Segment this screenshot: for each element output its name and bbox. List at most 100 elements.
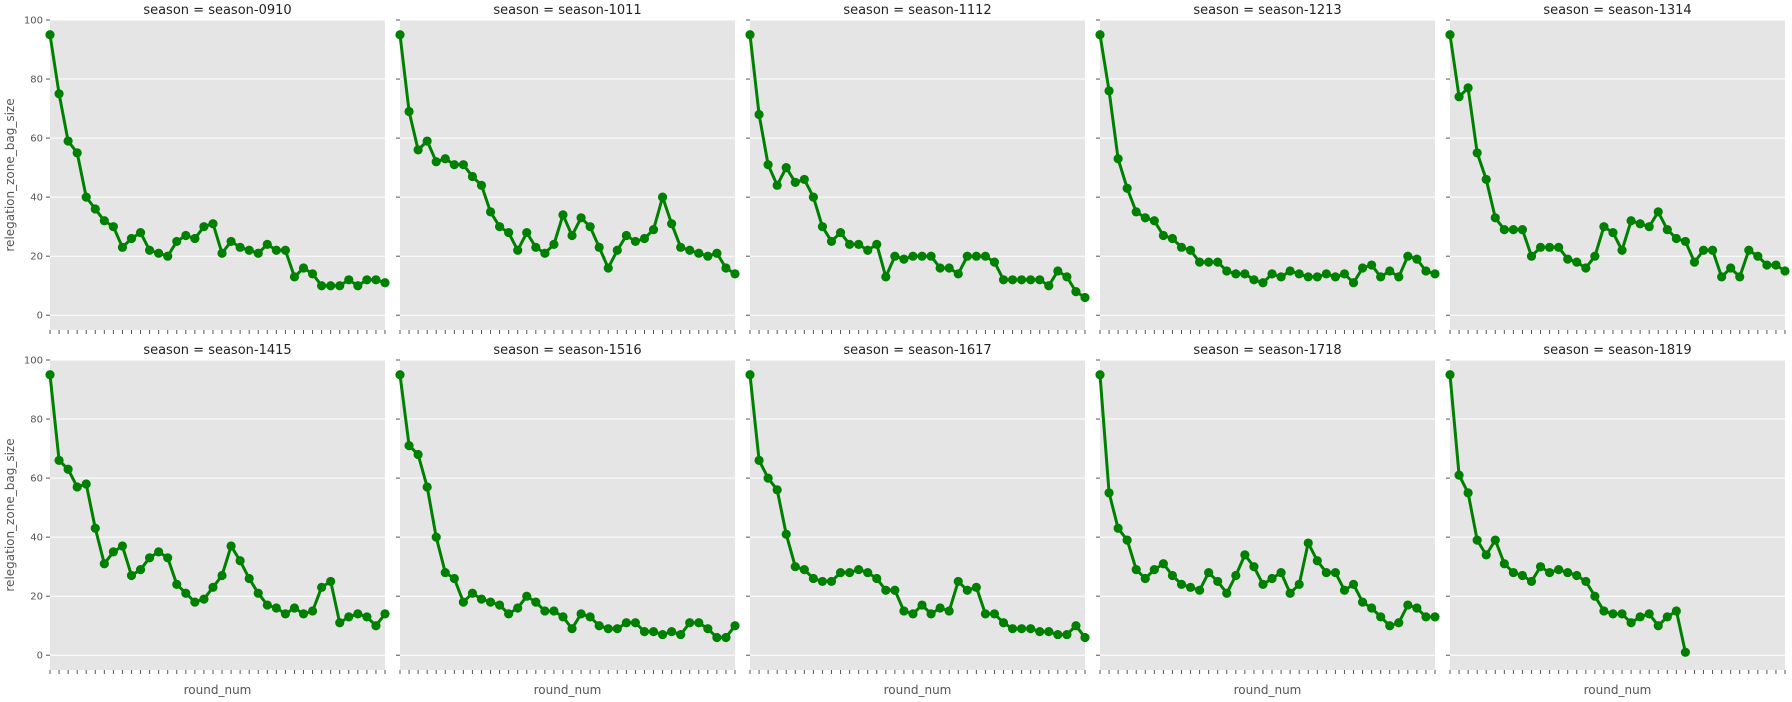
data-point (344, 612, 354, 622)
data-point (989, 257, 1000, 267)
data-point (1726, 263, 1736, 273)
facet-title-season: season-1213 (1258, 3, 1341, 18)
data-point (1080, 632, 1090, 643)
data-point (1635, 612, 1645, 622)
data-point (1357, 597, 1368, 607)
data-point (1348, 579, 1359, 589)
data-point (621, 230, 631, 241)
data-point (944, 263, 954, 273)
data-point (1680, 647, 1691, 657)
data-point (944, 606, 954, 616)
facet-title-prefix: season = (1193, 3, 1258, 18)
facet-title-prefix: season = (1543, 3, 1608, 18)
facet-title-prefix: season = (493, 3, 558, 18)
ytick-label: 40 (30, 533, 43, 544)
data-point (1671, 606, 1681, 616)
data-point (440, 154, 450, 164)
data-point (1499, 559, 1509, 569)
x-axis-label: round_num (534, 683, 602, 697)
data-point (271, 603, 281, 613)
data-point (790, 177, 800, 187)
data-point (1653, 207, 1663, 217)
data-point (630, 236, 641, 247)
data-point (817, 222, 828, 232)
data-point (576, 609, 586, 619)
data-point (1394, 272, 1404, 282)
data-point (835, 567, 846, 578)
data-point (1554, 242, 1564, 252)
data-point (226, 541, 236, 551)
data-point (172, 236, 182, 247)
data-point (1680, 236, 1691, 247)
data-point (413, 145, 423, 155)
data-point (135, 565, 146, 575)
ytick-label: 80 (30, 415, 43, 426)
data-point (612, 624, 622, 634)
data-point (1508, 225, 1518, 235)
data-point (1499, 225, 1509, 235)
data-point (307, 269, 318, 279)
data-point (1213, 257, 1223, 267)
data-point (1185, 245, 1196, 255)
data-point (1303, 272, 1313, 282)
data-point (1599, 222, 1609, 232)
data-point (1707, 245, 1718, 255)
facet-title-season: season-0910 (208, 3, 291, 18)
data-point (745, 30, 755, 40)
data-point (431, 157, 441, 167)
data-point (1671, 233, 1681, 244)
data-point (1194, 585, 1205, 595)
data-point (1044, 281, 1054, 291)
data-point (989, 609, 1000, 619)
data-point (494, 222, 505, 232)
data-point (1653, 621, 1663, 631)
data-point (1644, 609, 1654, 619)
data-point (1071, 621, 1081, 631)
data-point (531, 597, 541, 607)
facet-title-prefix: season = (143, 3, 208, 18)
ytick-label: 100 (24, 16, 43, 27)
data-point (1249, 275, 1259, 285)
data-point (1185, 582, 1196, 592)
data-point (721, 632, 731, 643)
data-point (1689, 257, 1700, 267)
ytick-label: 60 (30, 134, 43, 145)
data-point (1762, 260, 1772, 270)
facet-title-prefix: season = (843, 343, 908, 358)
data-point (45, 370, 55, 380)
facet-panel-season-1213: season = season-1213 (1095, 3, 1440, 334)
ytick-label: 0 (37, 651, 43, 662)
data-point (63, 464, 73, 474)
data-point (1062, 272, 1072, 282)
data-point (208, 219, 218, 229)
data-point (781, 163, 791, 173)
data-point (1095, 30, 1105, 40)
data-point (1348, 278, 1359, 288)
data-point (1472, 535, 1482, 545)
data-point (289, 603, 300, 613)
data-point (404, 106, 414, 117)
data-point (1017, 624, 1027, 634)
data-point (648, 225, 659, 235)
data-point (1113, 154, 1123, 164)
data-point (431, 532, 441, 542)
data-point (108, 222, 118, 232)
data-point (467, 588, 478, 598)
data-point (271, 245, 281, 255)
data-point (1258, 579, 1268, 589)
data-point (1167, 570, 1178, 581)
data-point (1771, 260, 1781, 270)
data-point (1421, 266, 1431, 276)
data-point (1644, 222, 1654, 232)
data-point (1240, 550, 1250, 560)
data-point (1149, 216, 1159, 226)
facet-title-season: season-1314 (1608, 3, 1691, 18)
data-point (576, 213, 586, 223)
panel-title: season = season-1516 (493, 343, 641, 358)
data-point (1635, 219, 1645, 229)
data-point (335, 618, 345, 628)
data-point (1176, 579, 1187, 589)
data-point (1626, 618, 1636, 628)
data-point (1330, 567, 1341, 578)
data-point (335, 281, 345, 291)
